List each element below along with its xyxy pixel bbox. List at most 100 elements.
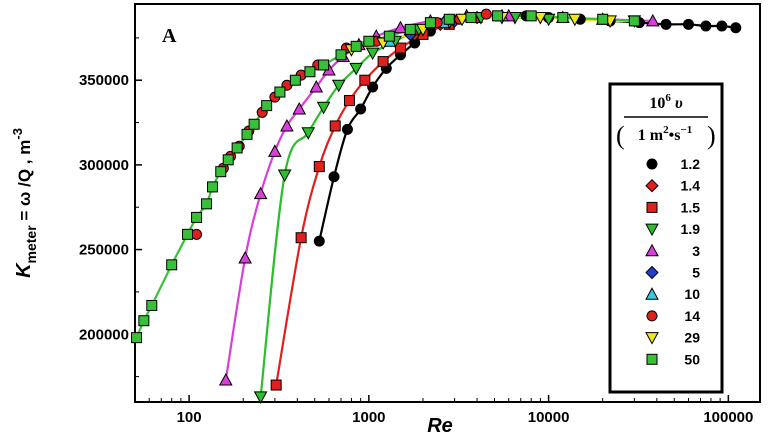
data-point-50 <box>146 299 158 311</box>
data-point-50 <box>138 315 150 327</box>
y-axis-label-superscript: -3 <box>10 128 25 140</box>
y-axis-label-subscript: meter <box>23 225 39 264</box>
y-axis-label-symbol: K <box>13 262 35 278</box>
data-point-50 <box>363 35 375 47</box>
data-point-50 <box>248 118 260 130</box>
legend-head-bottom-mid: •s <box>669 127 681 144</box>
axis-ticks: 100 1000 10000 100000 200000 250000 300000 3500… <box>79 37 753 426</box>
data-point-1.5 <box>295 232 307 244</box>
legend-label: 14 <box>684 308 700 324</box>
panel-label: A <box>162 25 177 47</box>
data-point-50 <box>443 13 455 25</box>
data-point-1.9 <box>365 47 380 61</box>
data-point-1.5 <box>313 161 325 173</box>
data-point-3 <box>393 20 408 34</box>
y-tick-label: 300000 <box>79 157 129 174</box>
data-point-50 <box>166 259 178 271</box>
series-points <box>131 8 742 404</box>
legend-head-bottom-sup: 2 <box>663 124 669 136</box>
legend-marker-5 <box>645 265 659 280</box>
data-point-3 <box>253 186 268 200</box>
legend-head-top: 106 υ <box>649 92 683 112</box>
legend-head-bottom: 1 m2•s−1 <box>638 124 692 144</box>
data-point-50 <box>131 332 143 344</box>
legend-head-bottom-sup2: −1 <box>680 124 692 136</box>
legend-marker-50 <box>646 353 658 365</box>
data-point-1.5 <box>377 56 389 68</box>
data-point-50 <box>525 10 537 22</box>
data-point-1.9 <box>277 169 292 183</box>
data-point-50 <box>557 12 569 24</box>
x-tick-label: 100000 <box>703 409 753 426</box>
data-point-50 <box>465 12 477 24</box>
data-point-50 <box>191 211 203 223</box>
legend-head-close-paren: ) <box>707 121 716 150</box>
legend-label: 1.2 <box>681 156 701 172</box>
legend-label: 3 <box>692 243 700 259</box>
data-point-1.2 <box>355 103 367 115</box>
y-tick-label: 250000 <box>79 242 129 259</box>
data-point-14 <box>191 228 203 240</box>
legend-marker-1.5 <box>646 201 658 213</box>
y-tick-label: 200000 <box>79 326 129 343</box>
data-point-1.9 <box>301 127 316 140</box>
y-axis-label: Kmeter = ω /Q , m-3 <box>10 128 39 278</box>
data-point-50 <box>261 100 273 112</box>
data-point-29 <box>533 12 548 25</box>
data-point-14 <box>480 8 492 20</box>
legend: 106 υ ( 1 m2•s−1 ) 1.21.41.51.9351014295… <box>608 82 724 394</box>
data-point-1.9 <box>349 62 364 76</box>
legend-head-open-paren: ( <box>616 121 625 150</box>
data-point-1.9 <box>541 13 556 27</box>
data-point-3 <box>309 79 324 93</box>
legend-head-top-rest: υ <box>671 95 683 112</box>
data-point-50 <box>274 86 286 98</box>
data-point-50 <box>289 74 301 86</box>
data-point-3 <box>238 250 252 264</box>
data-point-50 <box>350 40 362 52</box>
data-point-50 <box>492 10 504 22</box>
data-point-1.2 <box>660 18 672 30</box>
data-point-1.2 <box>682 18 694 30</box>
data-point-50 <box>628 15 640 27</box>
legend-marker-1.9 <box>645 223 659 237</box>
data-point-1.2 <box>341 123 353 135</box>
data-point-50 <box>335 49 347 61</box>
data-point-1.5 <box>270 379 282 391</box>
legend-marker-1.2 <box>646 158 658 170</box>
legend-marker-10 <box>645 287 659 300</box>
legend-label: 10 <box>684 286 700 302</box>
legend-head-top-sup: 6 <box>665 92 671 104</box>
data-point-50 <box>424 17 436 29</box>
legend-label: 1.9 <box>681 221 701 237</box>
data-point-1.5 <box>395 42 407 54</box>
x-tick-label: 100 <box>177 409 202 426</box>
data-point-29 <box>568 13 582 27</box>
data-point-1.2 <box>313 235 325 247</box>
y-tick-label: 350000 <box>79 72 129 89</box>
data-point-1.2 <box>716 20 728 32</box>
data-point-1.2 <box>700 20 712 32</box>
data-point-1.2 <box>730 22 742 34</box>
data-point-1.9 <box>316 101 331 115</box>
legend-entries: 1.2 1.4 1.5 1.9 3 5 10 14 29 50 <box>645 156 701 367</box>
data-point-1.5 <box>329 120 341 132</box>
legend-marker-1.4 <box>645 178 659 193</box>
data-point-50 <box>231 142 243 154</box>
data-point-50 <box>241 128 253 140</box>
data-point-50 <box>304 66 316 78</box>
legend-box <box>608 82 724 394</box>
data-point-1.9 <box>253 391 268 404</box>
legend-label: 1.5 <box>681 199 701 215</box>
data-point-1.9 <box>331 79 346 93</box>
legend-marker-3 <box>645 243 659 257</box>
data-point-29 <box>455 13 469 27</box>
data-point-50 <box>404 23 416 35</box>
legend-marker-29 <box>645 332 659 345</box>
data-point-50 <box>318 59 330 71</box>
data-point-1.5 <box>359 74 371 86</box>
legend-head-top-base: 10 <box>649 95 665 112</box>
data-point-50 <box>207 181 219 193</box>
data-point-50 <box>201 198 213 210</box>
legend-label: 1.4 <box>681 178 701 194</box>
